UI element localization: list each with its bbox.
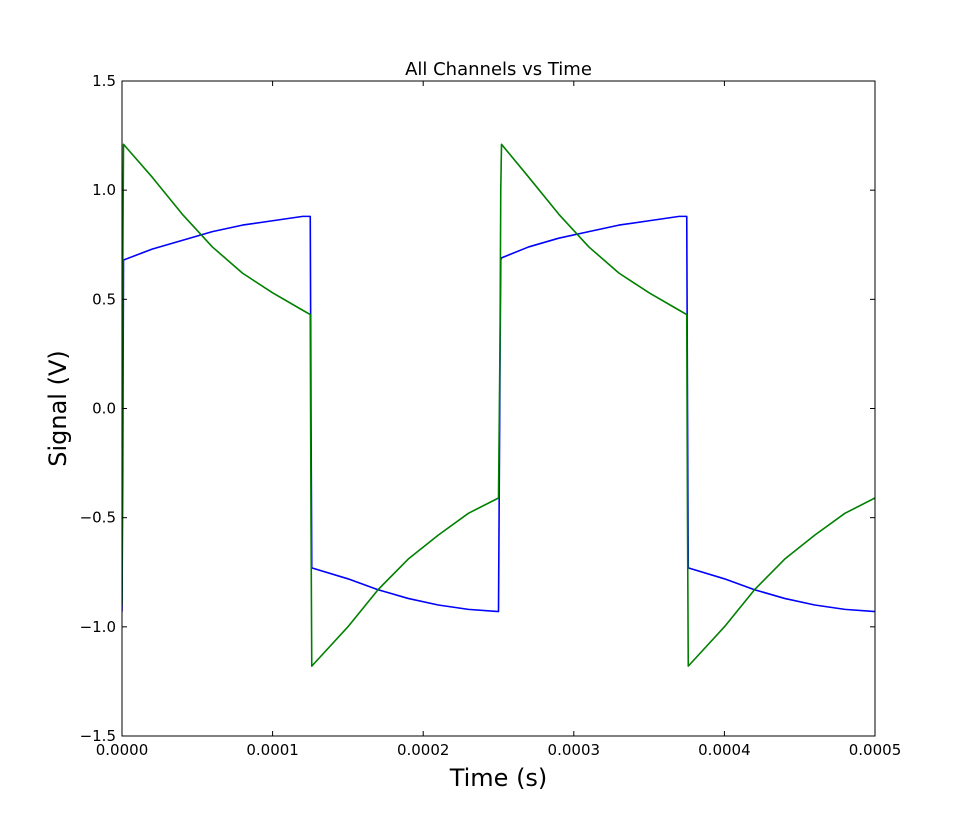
y-tick-label: −0.5	[80, 509, 116, 527]
x-tick-label: 0.0004	[698, 741, 751, 759]
x-tick-label: 0.0003	[548, 741, 601, 759]
chart-title: All Channels vs Time	[405, 59, 592, 80]
y-tick-label: −1.5	[80, 727, 116, 745]
ticks-layer: 0.0000 0.0001 0.0002 0.0003 0.0004 0.0005 1.5 1…	[80, 72, 902, 759]
x-tick-label: 0.0002	[397, 741, 450, 759]
y-tick-label: −1.0	[80, 618, 116, 636]
y-tick-label: 1.0	[92, 181, 116, 199]
y-tick-label: 1.5	[92, 72, 116, 90]
x-tick-label: 0.0001	[246, 741, 299, 759]
series-layer	[122, 143, 875, 667]
x-tick-label: 0.0005	[849, 741, 902, 759]
y-axis-label: Signal (V)	[44, 350, 72, 467]
y-tick-label: 0.0	[92, 400, 116, 418]
y-tick-label: 0.5	[92, 290, 116, 308]
x-axis-label: Time (s)	[449, 764, 548, 792]
series-line-2	[122, 143, 875, 667]
x-tick-label: 0.0000	[96, 741, 149, 759]
